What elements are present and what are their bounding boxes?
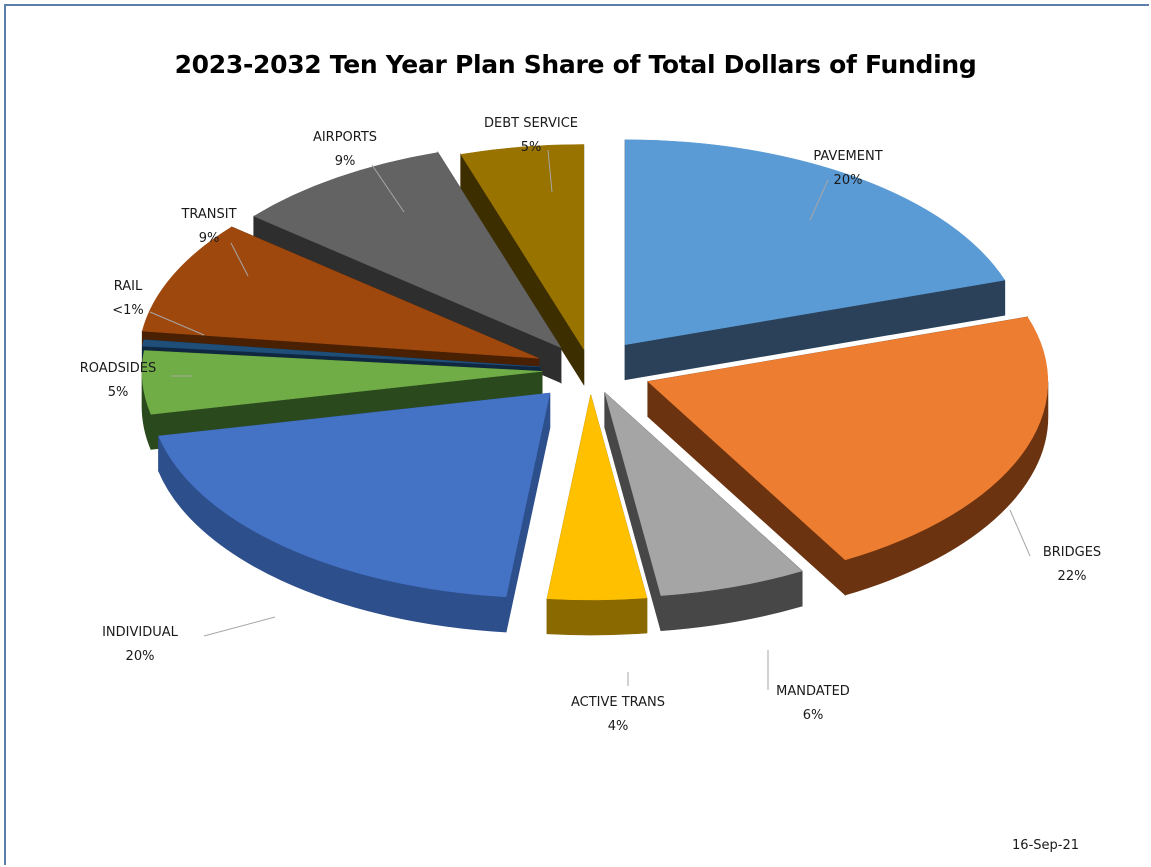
leader-line-airports — [371, 164, 405, 213]
slice-airports — [253, 152, 562, 349]
leader-line-transit — [230, 242, 249, 277]
slice-pavement — [624, 139, 1006, 345]
slice-value-pavement: 20% — [834, 173, 863, 188]
slice-debt-service — [460, 144, 585, 351]
slice-label-mandated: MANDATED — [776, 684, 850, 699]
slice-value-bridges: 22% — [1058, 569, 1087, 584]
slice-label-airports: AIRPORTS — [313, 130, 377, 145]
slice-value-rail: <1% — [112, 303, 144, 318]
date-stamp: 16-Sep-21 — [1012, 838, 1079, 853]
slice-label-rail: RAIL — [114, 279, 143, 294]
slice-active-trans — [546, 394, 648, 601]
slice-mandated — [604, 391, 803, 596]
slice-value-debt-service: 5% — [521, 140, 542, 155]
slice-transit — [141, 226, 539, 359]
slice-value-active-trans: 4% — [608, 719, 629, 734]
chart-frame — [4, 4, 1149, 865]
slice-roadsides — [141, 350, 543, 415]
pie-top-layer — [141, 139, 1049, 601]
slice-value-individual: 20% — [126, 649, 155, 664]
slice-value-airports: 9% — [335, 154, 356, 169]
slice-label-pavement: PAVEMENT — [813, 149, 882, 164]
leader-line-individual — [203, 616, 276, 637]
chart-title: 2023-2032 Ten Year Plan Share of Total D… — [174, 50, 977, 79]
slice-bridges — [647, 316, 1049, 561]
slice-individual — [158, 392, 551, 598]
slice-value-transit: 9% — [199, 231, 220, 246]
slice-rail — [142, 339, 541, 368]
leader-line-debt-service — [547, 149, 553, 193]
leader-line-bridges — [1009, 509, 1031, 557]
slice-label-active-trans: ACTIVE TRANS — [571, 695, 665, 710]
slice-label-roadsides: ROADSIDES — [80, 361, 157, 376]
leader-line-pavement — [809, 179, 829, 221]
slice-label-debt-service: DEBT SERVICE — [484, 116, 578, 131]
slice-value-mandated: 6% — [803, 708, 824, 723]
slice-label-individual: INDIVIDUAL — [102, 625, 179, 640]
slice-value-roadsides: 5% — [108, 385, 129, 400]
slice-label-bridges: BRIDGES — [1043, 545, 1101, 560]
leader-line-rail — [149, 311, 205, 336]
pie-label-layer: PAVEMENT 20% BRIDGES 22% MANDATED 6% ACTIVE TR… — [80, 116, 1101, 734]
slice-label-transit: TRANSIT — [180, 207, 236, 222]
